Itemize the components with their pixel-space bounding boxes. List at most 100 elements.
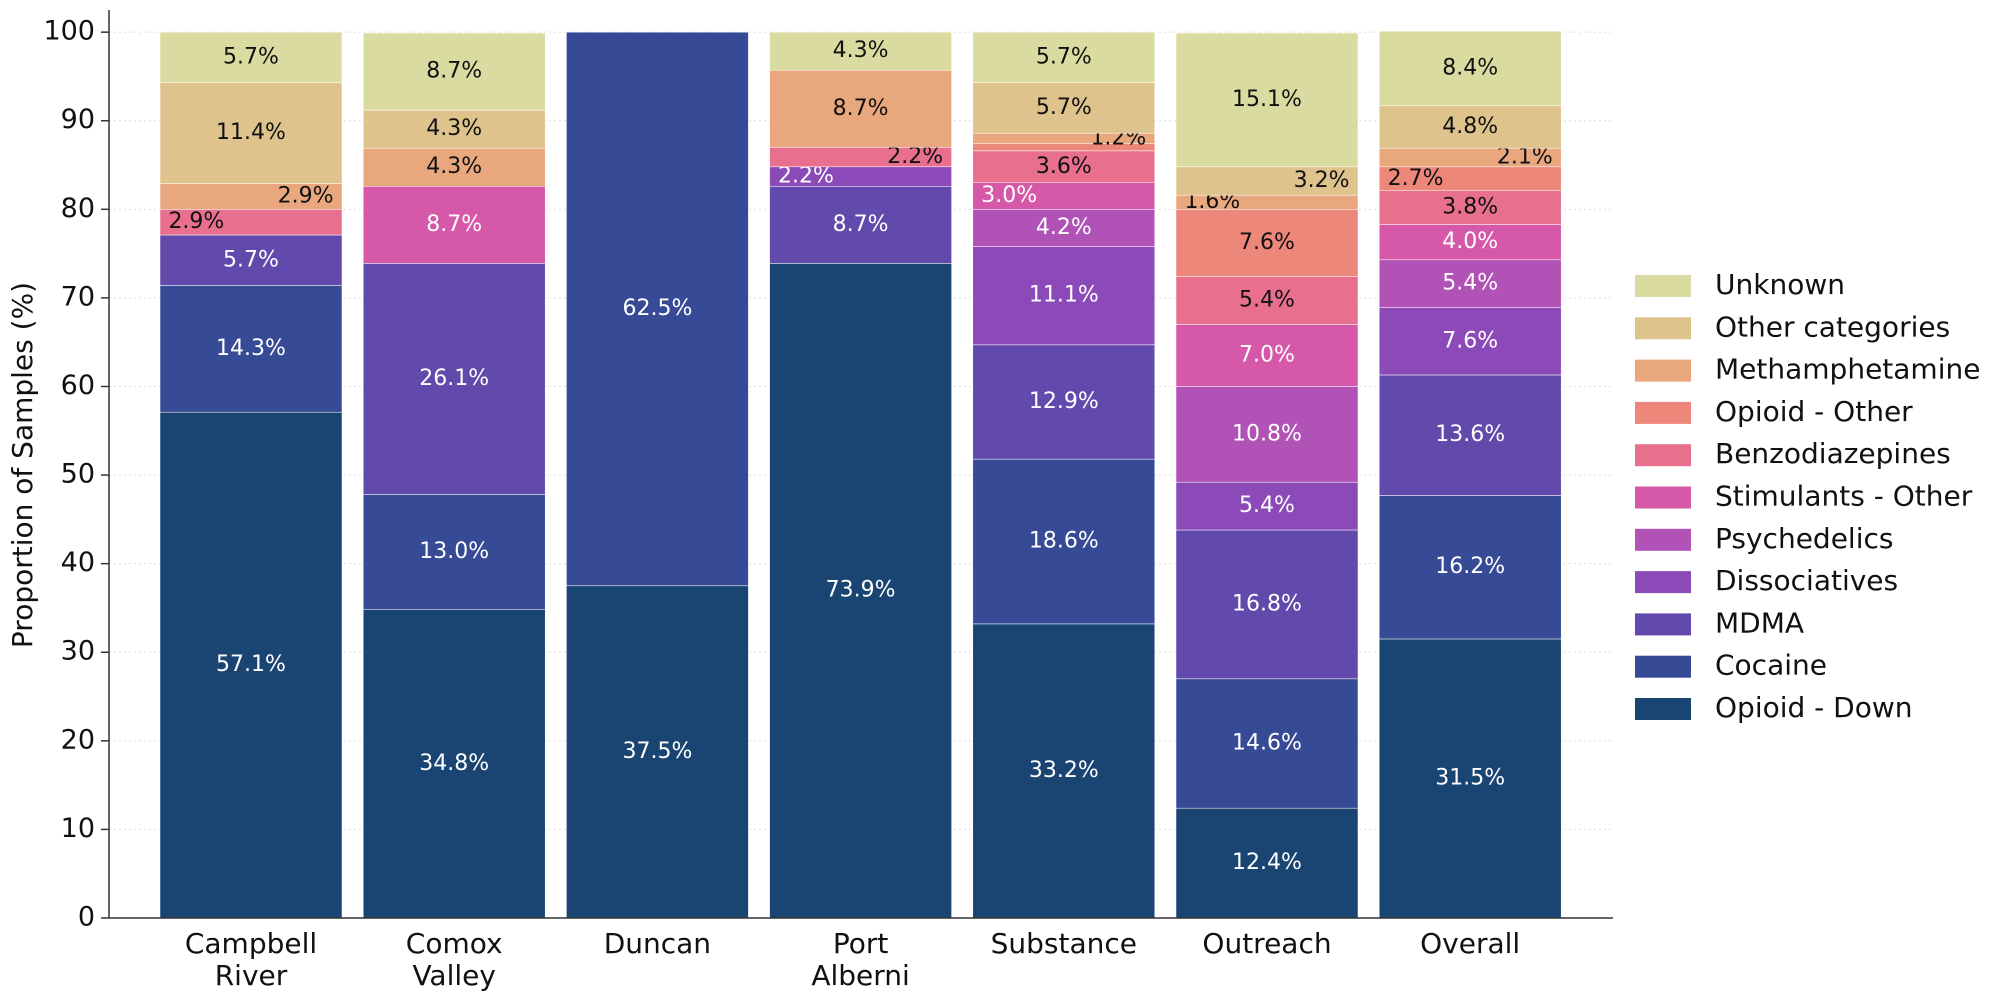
- legend-swatch: [1635, 359, 1691, 382]
- bar-segment: [1378, 495, 1562, 640]
- bar-segment: [1378, 105, 1562, 149]
- value-label: 10.8%: [1232, 421, 1302, 446]
- value-label: 8.7%: [426, 212, 482, 237]
- bar-segment: [769, 31, 952, 71]
- legend-swatch: [1635, 613, 1691, 636]
- bar-segment: [1378, 307, 1562, 376]
- x-tick-label: Overall: [1420, 927, 1521, 960]
- legend-swatch: [1635, 571, 1691, 594]
- bar-segment: [1175, 481, 1359, 531]
- y-tick-label: 90: [61, 104, 95, 135]
- legend-label: Opioid - Other: [1715, 395, 1913, 428]
- x-tick-label: Campbell River: [184, 927, 318, 992]
- bar-segment: [1175, 166, 1359, 196]
- value-label: 2.7%: [1388, 166, 1444, 191]
- bar-segment: [972, 209, 1156, 247]
- bar-segment: [159, 31, 343, 83]
- legend-swatch: [1635, 698, 1691, 720]
- value-label: 15.1%: [1232, 87, 1302, 112]
- value-label: 37.5%: [622, 739, 692, 764]
- value-label: 5.7%: [223, 247, 279, 272]
- bar-segment: [972, 246, 1156, 346]
- value-label: 2.1%: [1497, 144, 1553, 169]
- y-tick-label: 100: [43, 16, 95, 47]
- bar-segment: [1378, 638, 1562, 919]
- value-label: 5.4%: [1442, 271, 1498, 296]
- legend-swatch: [1635, 486, 1691, 509]
- bar-segment: [1378, 31, 1562, 106]
- value-label: 12.9%: [1029, 389, 1099, 414]
- legend-label: Stimulants - Other: [1715, 480, 1973, 513]
- bar-segment: [972, 150, 1156, 183]
- bar-segment: [769, 263, 952, 919]
- bar-segment: [362, 147, 546, 187]
- bar-segment: [1175, 678, 1359, 809]
- bar-segment: [769, 186, 952, 264]
- bar-segment: [159, 82, 343, 184]
- bar-segment: [362, 494, 546, 610]
- bar-segment: [1378, 374, 1562, 496]
- value-label: 4.8%: [1442, 114, 1498, 139]
- value-label: 8.7%: [426, 59, 482, 84]
- bar-segment: [159, 209, 343, 236]
- value-label: 26.1%: [419, 366, 489, 391]
- value-label: 16.8%: [1232, 591, 1302, 616]
- y-tick-label: 40: [61, 547, 95, 578]
- y-tick-label: 20: [61, 724, 95, 755]
- value-label: 13.6%: [1435, 422, 1505, 447]
- bar-segment: [362, 186, 546, 264]
- value-label: 7.0%: [1239, 342, 1295, 367]
- value-label: 3.0%: [981, 183, 1037, 208]
- value-label: 62.5%: [622, 296, 692, 321]
- value-label: 5.7%: [1036, 95, 1092, 120]
- bar-segment: [1175, 807, 1359, 919]
- value-label: 7.6%: [1442, 328, 1498, 353]
- value-label: 31.5%: [1435, 765, 1505, 790]
- legend-label: Other categories: [1715, 310, 1950, 343]
- value-label: 11.4%: [216, 120, 286, 145]
- bar-segment: [566, 31, 749, 587]
- x-tick-label: Duncan: [603, 927, 712, 960]
- bar-segment: [769, 69, 952, 148]
- bar-segment: [159, 183, 343, 210]
- value-label: 4.3%: [426, 116, 482, 141]
- value-label: 5.4%: [1239, 288, 1295, 313]
- y-tick-label: 80: [61, 193, 95, 224]
- value-label: 2.9%: [278, 183, 334, 208]
- value-label: 7.6%: [1239, 230, 1295, 255]
- value-label: 5.7%: [1036, 44, 1092, 69]
- bar-segment: [972, 458, 1156, 625]
- value-label: 8.7%: [833, 212, 889, 237]
- value-label: 4.2%: [1036, 215, 1092, 240]
- value-label: 14.6%: [1232, 730, 1302, 755]
- y-axis-label: Proportion of Samples (%): [6, 282, 39, 648]
- bar-segment: [1175, 209, 1359, 277]
- value-label: 4.3%: [426, 154, 482, 179]
- value-label: 18.6%: [1029, 529, 1099, 554]
- value-label: 4.3%: [833, 38, 889, 63]
- legend-swatch: [1635, 275, 1691, 297]
- y-tick-label: 30: [61, 636, 95, 667]
- legend-label: Benzodiazepines: [1715, 437, 1951, 470]
- y-tick-label: 60: [61, 370, 95, 401]
- value-label: 8.4%: [1442, 55, 1498, 80]
- legend-swatch: [1635, 444, 1691, 467]
- bar-segment: [1175, 276, 1359, 325]
- bar-segment: [159, 411, 343, 919]
- value-label: 3.2%: [1294, 168, 1350, 193]
- value-label: 13.0%: [419, 539, 489, 564]
- legend-swatch: [1635, 401, 1691, 424]
- legend-label: Methamphetamine: [1715, 353, 1980, 386]
- value-label: 16.2%: [1435, 554, 1505, 579]
- legend-label: Psychedelics: [1715, 522, 1893, 555]
- value-label: 33.2%: [1029, 758, 1099, 783]
- bar-segment: [972, 182, 1156, 210]
- legend-label: MDMA: [1715, 606, 1804, 639]
- bar-segment: [1175, 386, 1359, 483]
- value-label: 3.8%: [1442, 195, 1498, 220]
- bar-segment: [362, 32, 546, 111]
- x-tick-label: Port Alberni: [811, 927, 910, 992]
- value-label: 12.4%: [1232, 850, 1302, 875]
- value-label: 5.7%: [223, 44, 279, 69]
